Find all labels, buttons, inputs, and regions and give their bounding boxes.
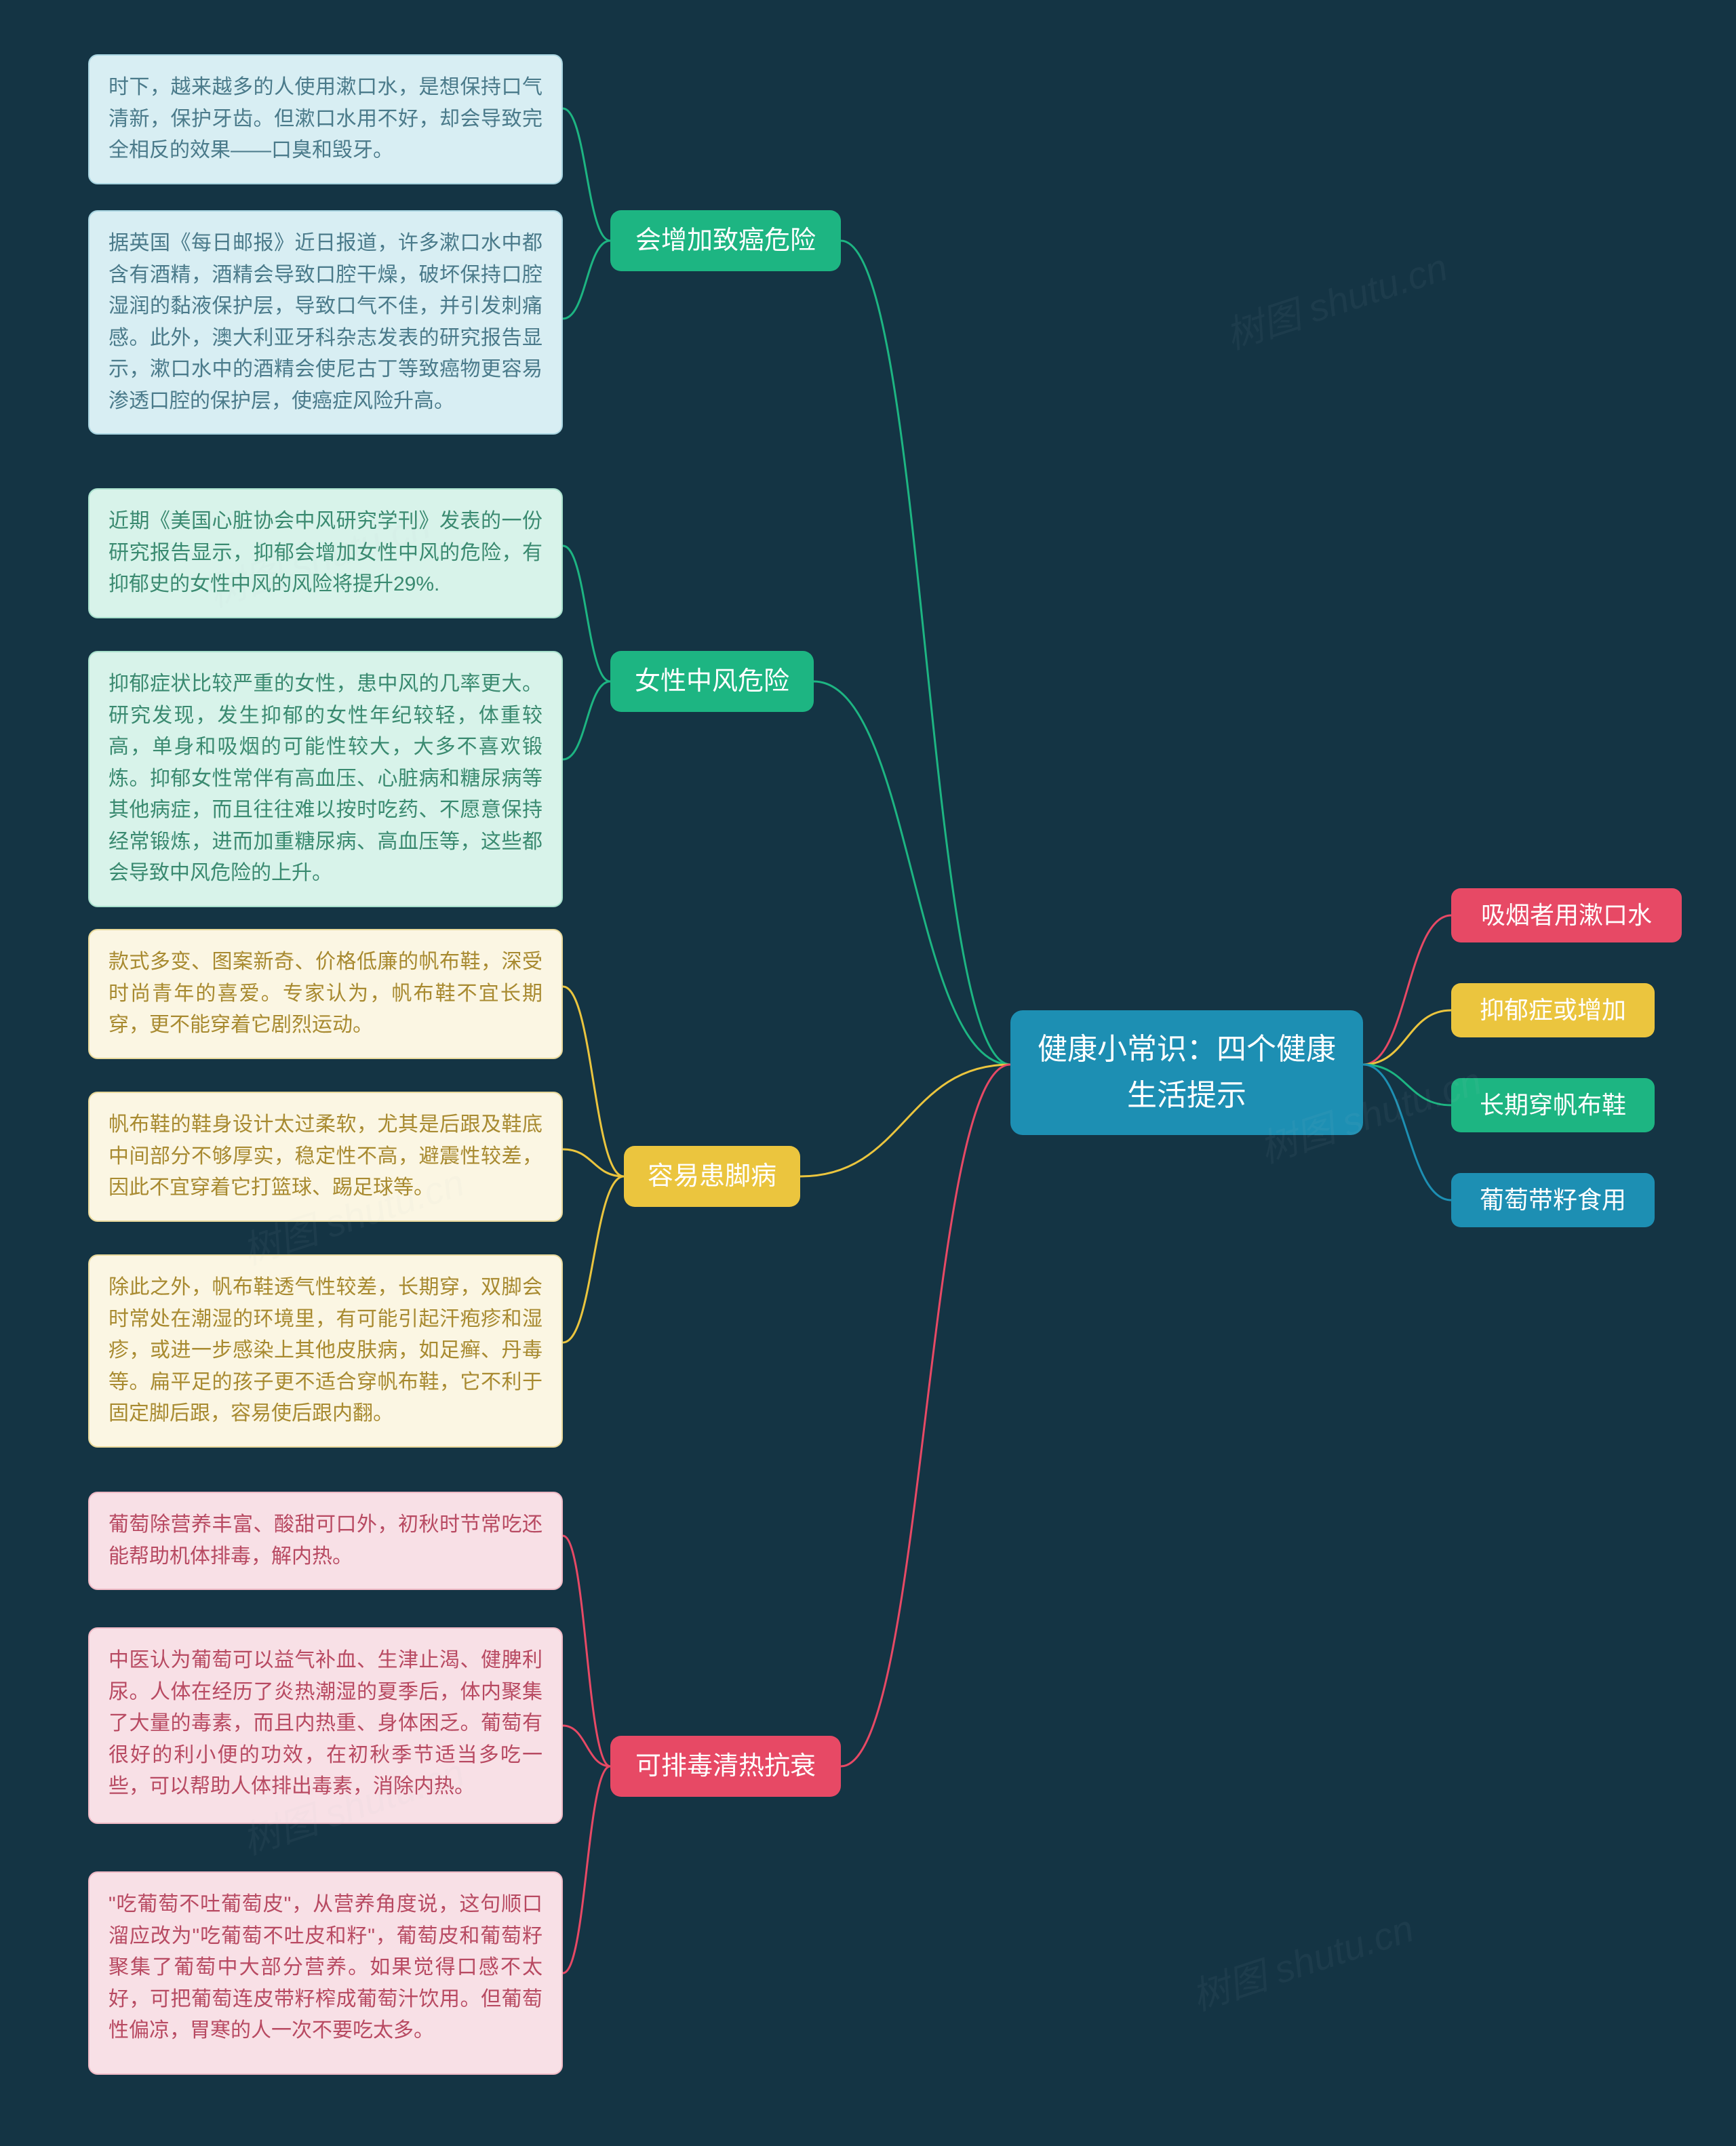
connector-path xyxy=(841,1065,1010,1766)
leaf-node[interactable]: 中医认为葡萄可以益气补血、生津止渴、健脾利尿。人体在经历了炎热潮湿的夏季后，体内… xyxy=(88,1627,563,1824)
mid-node[interactable]: 女性中风危险 xyxy=(610,651,814,712)
watermark-text: 树图 shutu.cn xyxy=(1184,1899,1420,2022)
connector-path xyxy=(563,108,610,241)
mid-node[interactable]: 容易患脚病 xyxy=(624,1146,800,1207)
leaf-node[interactable]: "吃葡萄不吐葡萄皮"，从营养角度说，这句顺口溜应改为"吃葡萄不吐皮和籽"，葡萄皮… xyxy=(88,1871,563,2075)
connector-path xyxy=(563,1726,610,1766)
watermark-text: 树图 shutu.cn xyxy=(1218,237,1454,361)
connector-path xyxy=(1363,1065,1451,1105)
leaf-node[interactable]: 近期《美国心脏协会中风研究学刊》发表的一份研究报告显示，抑郁会增加女性中风的危险… xyxy=(88,488,563,618)
connector-path xyxy=(800,1065,1010,1176)
connector-path xyxy=(1363,915,1451,1065)
connector-path xyxy=(814,681,1010,1065)
mid-node[interactable]: 可排毒清热抗衰 xyxy=(610,1736,841,1797)
leaf-node[interactable]: 葡萄除营养丰富、酸甜可口外，初秋时节常吃还能帮助机体排毒，解内热。 xyxy=(88,1492,563,1590)
connector-path xyxy=(563,1536,610,1766)
leaf-node[interactable]: 除此之外，帆布鞋透气性较差，长期穿，双脚会时常处在潮湿的环境里，有可能引起汗疱疹… xyxy=(88,1254,563,1448)
connector-path xyxy=(563,681,610,759)
connector-path xyxy=(563,1766,610,1973)
right-child-node[interactable]: 长期穿帆布鞋 xyxy=(1451,1078,1655,1132)
connector-path xyxy=(563,241,610,319)
mid-node[interactable]: 会增加致癌危险 xyxy=(610,210,841,271)
connector-path xyxy=(1363,1010,1451,1065)
leaf-node[interactable]: 据英国《每日邮报》近日报道，许多漱口水中都含有酒精，酒精会导致口腔干燥，破坏保持… xyxy=(88,210,563,435)
leaf-node[interactable]: 帆布鞋的鞋身设计太过柔软，尤其是后跟及鞋底中间部分不够厚实，稳定性不高，避震性较… xyxy=(88,1092,563,1222)
leaf-node[interactable]: 时下，越来越多的人使用漱口水，是想保持口气清新，保护牙齿。但漱口水用不好，却会导… xyxy=(88,54,563,184)
leaf-node[interactable]: 款式多变、图案新奇、价格低廉的帆布鞋，深受时尚青年的喜爱。专家认为，帆布鞋不宜长… xyxy=(88,929,563,1059)
right-child-node[interactable]: 吸烟者用漱口水 xyxy=(1451,888,1682,942)
connector-path xyxy=(563,987,624,1176)
connector-path xyxy=(563,1176,624,1343)
right-child-node[interactable]: 葡萄带籽食用 xyxy=(1451,1173,1655,1227)
connector-path xyxy=(563,546,610,681)
root-node[interactable]: 健康小常识：四个健康生活提示 xyxy=(1010,1010,1363,1135)
connector-path xyxy=(563,1149,624,1176)
leaf-node[interactable]: 抑郁症状比较严重的女性，患中风的几率更大。研究发现，发生抑郁的女性年纪较轻，体重… xyxy=(88,651,563,907)
right-child-node[interactable]: 抑郁症或增加 xyxy=(1451,983,1655,1037)
connector-path xyxy=(1363,1065,1451,1200)
connector-path xyxy=(841,241,1010,1065)
